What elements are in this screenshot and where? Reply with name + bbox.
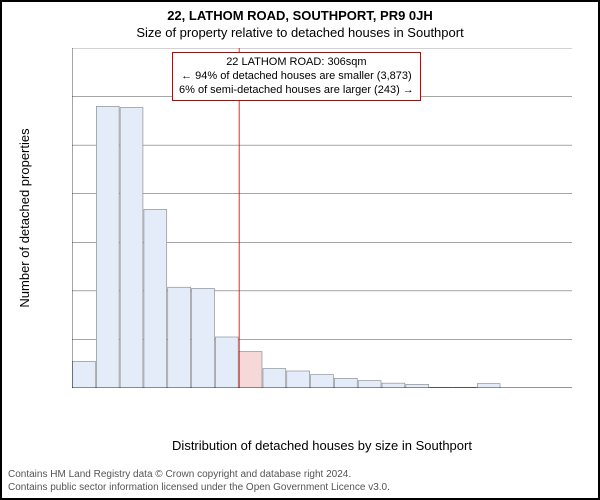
footer-line-2: Contains public sector information licen…: [8, 482, 592, 495]
annotation-line-3: 6% of semi-detached houses are larger (2…: [179, 84, 414, 98]
histogram-chart: 0200400600800100012001400 21sqm64sqm107s…: [72, 48, 572, 388]
histogram-bar: [358, 381, 381, 388]
page-title: 22, LATHOM ROAD, SOUTHPORT, PR9 0JH: [2, 2, 598, 23]
histogram-bar: [192, 288, 215, 388]
histogram-bar: [311, 375, 334, 388]
histogram-bar: [73, 361, 96, 388]
page-subtitle: Size of property relative to detached ho…: [2, 23, 598, 40]
chart-frame: 22, LATHOM ROAD, SOUTHPORT, PR9 0JH Size…: [0, 0, 600, 500]
histogram-bar: [120, 108, 143, 389]
histogram-bar: [287, 371, 310, 388]
attribution-footer: Contains HM Land Registry data © Crown c…: [8, 469, 592, 494]
annotation-line-2: ← 94% of detached houses are smaller (3,…: [179, 70, 414, 84]
y-axis-title: Number of detached properties: [17, 128, 32, 308]
histogram-bar: [239, 352, 262, 388]
x-axis-title: Distribution of detached houses by size …: [172, 438, 472, 453]
histogram-bar: [215, 337, 238, 388]
bars-group: [73, 106, 501, 388]
x-axis-title-svg: Distribution of detached houses by size …: [72, 388, 572, 458]
annotation-line-1: 22 LATHOM ROAD: 306sqm: [179, 56, 414, 70]
histogram-bar: [144, 210, 167, 389]
histogram-bar: [334, 378, 357, 388]
footer-line-1: Contains HM Land Registry data © Crown c…: [8, 469, 592, 482]
y-axis-title-svg: Number of detached properties: [17, 48, 72, 388]
annotation-box: 22 LATHOM ROAD: 306sqm ← 94% of detached…: [172, 52, 421, 101]
histogram-bar: [168, 287, 191, 388]
histogram-bar: [263, 369, 286, 388]
histogram-bar: [96, 106, 119, 388]
